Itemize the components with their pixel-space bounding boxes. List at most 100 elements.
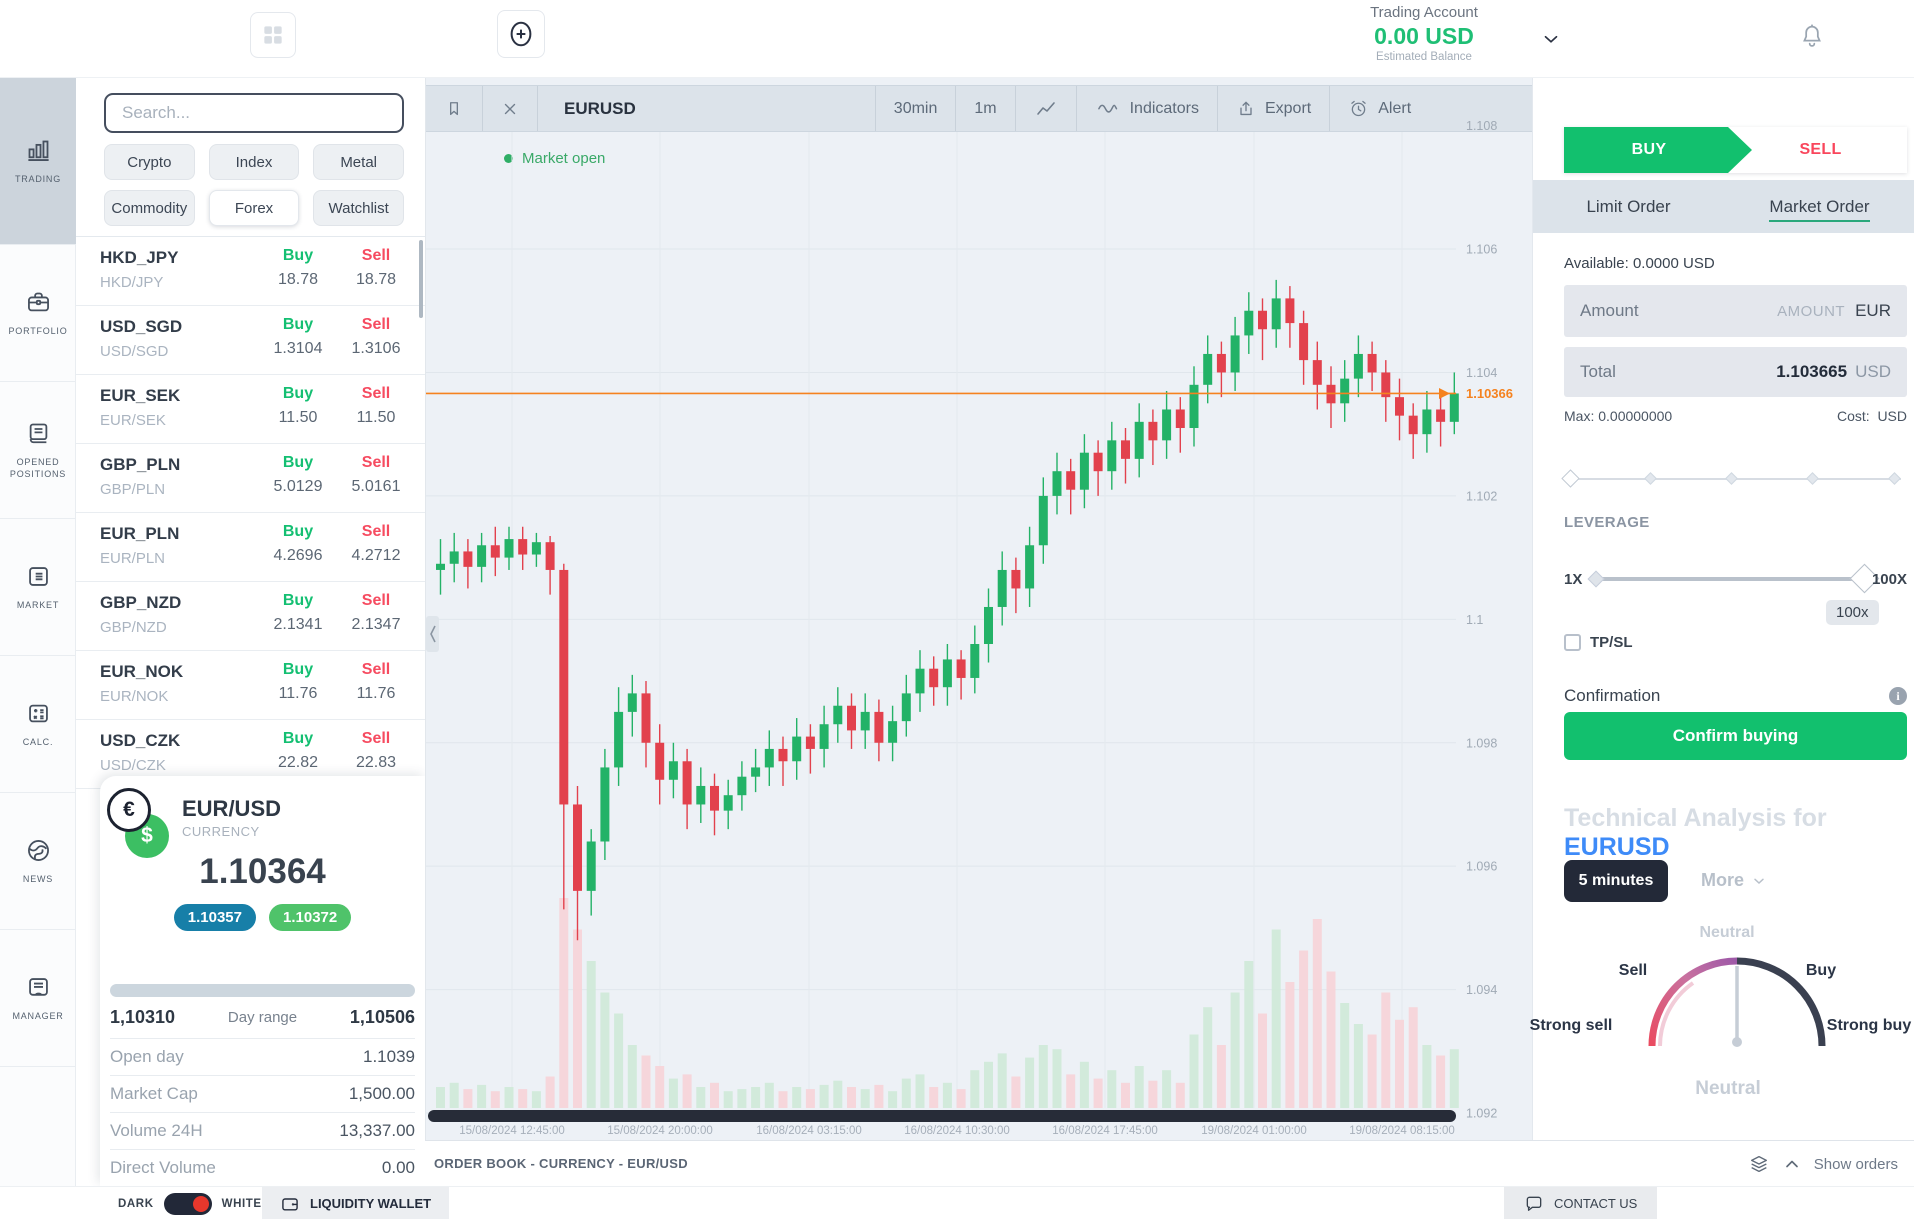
ta-timeframe-button[interactable]: 5 minutes	[1564, 860, 1668, 902]
list-scrollbar[interactable]	[419, 240, 423, 318]
tab-sell[interactable]: SELL	[1799, 141, 1842, 158]
sidebar-item-market[interactable]: MARKET	[0, 519, 76, 656]
search-input[interactable]	[104, 93, 404, 133]
account-chevron[interactable]	[1540, 28, 1562, 50]
pair-sell-button[interactable]: Sell 18.78	[341, 247, 411, 289]
slider-stop-50[interactable]	[1725, 472, 1738, 485]
pair-sell-button[interactable]: Sell 2.1347	[341, 592, 411, 634]
theme-toggle[interactable]	[163, 1192, 212, 1215]
alert-button[interactable]: Alert	[1330, 86, 1429, 131]
leverage-slider[interactable]: 1X 100X	[1564, 563, 1907, 596]
pair-symbol: USD_SGD	[100, 317, 183, 336]
slider-stop-100[interactable]	[1888, 472, 1901, 485]
stat-row: Market Cap 1,500.00	[110, 1075, 415, 1112]
sidebar-item-manager[interactable]: MANAGER	[0, 930, 76, 1067]
pair-row[interactable]: GBP_PLN GBP/PLN Buy 5.0129 Sell 5.0161	[76, 444, 425, 513]
pair-symbol: HKD_JPY	[100, 248, 179, 267]
add-widget-button[interactable]	[497, 10, 545, 58]
confirm-buying-button[interactable]: Confirm buying	[1564, 712, 1907, 760]
amount-field[interactable]: Amount AMOUNT EUR	[1564, 285, 1907, 337]
pair-sell-button[interactable]: Sell 11.50	[341, 385, 411, 427]
pair-buy-button[interactable]: Buy 22.82	[263, 730, 333, 772]
sidebar-item-news[interactable]: NEWS	[0, 793, 76, 930]
collapse-panel-chevron-icon[interactable]	[430, 625, 436, 643]
pair-row[interactable]: HKD_JPY HKD/JPY Buy 18.78 Sell 18.78	[76, 237, 425, 306]
category-commodity[interactable]: Commodity	[104, 190, 195, 226]
category-watchlist[interactable]: Watchlist	[313, 190, 404, 226]
candlestick-chart[interactable]: 1.108 1.106 1.104 1.102 1.1 1.098 1.096 1.094 1.…	[426, 119, 1533, 1140]
pair-buy-button[interactable]: Buy 18.78	[263, 247, 333, 289]
tab-buy[interactable]: BUY	[1564, 127, 1752, 173]
market-clipboard-icon	[28, 567, 48, 586]
category-crypto[interactable]: Crypto	[104, 144, 195, 180]
cost-label: Cost:	[1836, 408, 1870, 424]
buy-label: Buy	[282, 385, 314, 402]
toolbar-spacer	[662, 86, 876, 131]
indicators-button[interactable]: Indicators	[1077, 86, 1218, 131]
trading-account-summary[interactable]: Trading Account 0.00 USD Estimated Balan…	[1314, 4, 1534, 63]
tpsl-checkbox[interactable]	[1564, 634, 1581, 651]
alert-clock-icon	[1351, 100, 1366, 117]
pair-sell-button[interactable]: Sell 1.3106	[341, 316, 411, 358]
notifications-button[interactable]	[1798, 22, 1826, 50]
x-axis-label: 19/08/2024 01:00:00	[1201, 1125, 1307, 1137]
pair-buy-button[interactable]: Buy 11.50	[263, 385, 333, 427]
sidebar-item-calc[interactable]: CALC.	[0, 656, 76, 793]
pair-row[interactable]: USD_CZK USD/CZK Buy 22.82 Sell 22.83	[76, 720, 425, 789]
close-chart-button[interactable]	[483, 86, 538, 131]
show-orders-button[interactable]: Show orders	[1748, 1153, 1898, 1175]
pair-row[interactable]: EUR_NOK EUR/NOK Buy 11.76 Sell 11.76	[76, 651, 425, 720]
pair-sell-button[interactable]: Sell 22.83	[341, 730, 411, 772]
bookmark-button[interactable]	[426, 86, 483, 131]
range-label: Day range	[227, 1009, 298, 1026]
pair-symbol: EUR_NOK	[100, 662, 184, 681]
pair-row[interactable]: EUR_SEK EUR/SEK Buy 11.50 Sell 11.50	[76, 375, 425, 444]
slider-stop-25[interactable]	[1644, 472, 1657, 485]
stat-value: 1,500.00	[348, 1084, 415, 1103]
pair-buy-button[interactable]: Buy 1.3104	[263, 316, 333, 358]
buy-price: 4.2696	[273, 547, 323, 564]
ta-more-dropdown[interactable]: More	[1701, 870, 1767, 891]
liquidity-wallet-button[interactable]: LIQUIDITY WALLET	[262, 1187, 450, 1219]
opened-positions-icon	[25, 420, 52, 447]
category-forex[interactable]: Forex	[208, 190, 300, 226]
grid-icon	[264, 26, 282, 44]
pair-sell-button[interactable]: Sell 11.76	[341, 661, 411, 703]
pair-row[interactable]: GBP_NZD GBP/NZD Buy 2.1341 Sell 2.1347	[76, 582, 425, 651]
info-icon[interactable]: i	[1889, 687, 1907, 705]
pair-buy-button[interactable]: Buy 4.2696	[263, 523, 333, 565]
total-field[interactable]: Total 1.103665 USD	[1564, 347, 1907, 397]
chevron-down-icon	[1754, 878, 1764, 884]
pair-buy-button[interactable]: Buy 5.0129	[263, 454, 333, 496]
sidebar-item-opened-positions[interactable]: OPENED POSITIONS	[0, 382, 76, 519]
pair-row[interactable]: EUR_PLN EUR/PLN Buy 4.2696 Sell 4.2712	[76, 513, 425, 582]
chart-scrollbar[interactable]	[428, 1110, 1456, 1122]
sidebar-item-portfolio[interactable]: PORTFOLIO	[0, 245, 76, 382]
limit-order-tab[interactable]: Limit Order	[1586, 196, 1671, 216]
export-button[interactable]: Export	[1218, 86, 1331, 131]
market-order-tab[interactable]: Market Order	[1724, 196, 1914, 222]
sidebar-item-label: OPENED POSITIONS	[9, 457, 67, 479]
timeframe-1m-button[interactable]: 1m	[956, 86, 1016, 131]
slider-thumb[interactable]	[1561, 469, 1580, 488]
amount-percent-slider[interactable]	[1561, 466, 1907, 492]
category-index[interactable]: Index	[208, 144, 300, 180]
pair-buy-button[interactable]: Buy 2.1341	[263, 592, 333, 634]
x-axis-label: 16/08/2024 10:30:00	[904, 1125, 1010, 1137]
sidebar-nav: TRADING PORTFOLIO OPENED POSITIONS MARKET CA…	[0, 78, 76, 1186]
timeframe-30min-button[interactable]: 30min	[876, 86, 957, 131]
bottom-bar: DARK WHITE LIQUIDITY WALLET CONTACT US	[0, 1186, 1914, 1219]
pair-buy-button[interactable]: Buy 11.76	[263, 661, 333, 703]
toggle-knob	[192, 1195, 209, 1212]
pair-row[interactable]: USD_SGD USD/SGD Buy 1.3104 Sell 1.3106	[76, 306, 425, 375]
sidebar-item-trading[interactable]: TRADING	[0, 78, 76, 245]
tpsl-checkbox-row[interactable]: TP/SL	[1564, 634, 1633, 651]
chart-style-button[interactable]	[1016, 86, 1077, 131]
apps-grid-button[interactable]	[250, 12, 296, 58]
category-metal[interactable]: Metal	[313, 144, 404, 180]
contact-us-button[interactable]: CONTACT US	[1504, 1187, 1658, 1219]
pair-sell-button[interactable]: Sell 4.2712	[341, 523, 411, 565]
slider-stop-75[interactable]	[1806, 472, 1819, 485]
pair-sell-button[interactable]: Sell 5.0161	[341, 454, 411, 496]
day-range-row: 1,10310 Day range 1,10506	[110, 1007, 415, 1028]
